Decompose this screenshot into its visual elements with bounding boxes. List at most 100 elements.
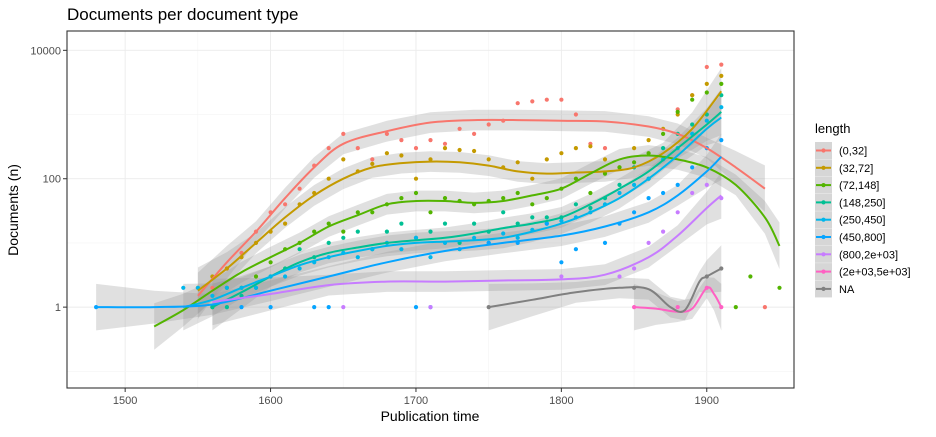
legend-item-72-148: (72,148] bbox=[815, 176, 879, 194]
data-point-32-72 bbox=[588, 144, 593, 149]
legend-label: (2e+03,5e+03] bbox=[839, 267, 911, 279]
chart-title: Documents per document type bbox=[67, 5, 299, 24]
data-point-32-72 bbox=[632, 146, 637, 151]
data-point-32-72 bbox=[719, 73, 724, 78]
legend-key-point bbox=[821, 165, 826, 170]
data-point-72-148 bbox=[515, 190, 520, 196]
data-point-450-800 bbox=[326, 305, 331, 310]
legend-label: (0,32] bbox=[839, 146, 867, 158]
data-point-72-148 bbox=[530, 202, 535, 207]
data-point-72-148 bbox=[748, 274, 753, 279]
smooth-line-2e-03-5e-03 bbox=[634, 286, 723, 313]
data-point-148-250 bbox=[515, 221, 520, 226]
legend-label: (72,148] bbox=[839, 180, 879, 192]
data-point-148-250 bbox=[617, 182, 622, 187]
legend-key-point bbox=[821, 269, 826, 274]
data-point-250-450 bbox=[515, 235, 520, 240]
x-axis-title: Publication time bbox=[381, 408, 480, 424]
legend-title: length bbox=[815, 121, 850, 136]
legend-item-32-72: (32,72] bbox=[815, 159, 873, 177]
x-tick-label: 1700 bbox=[404, 395, 428, 407]
data-point-72-148 bbox=[588, 190, 593, 196]
smooth-line-72-148 bbox=[153, 154, 781, 328]
data-point-0-32 bbox=[297, 186, 302, 191]
legend-label: NA bbox=[839, 284, 855, 296]
data-point-800-2e-03 bbox=[661, 229, 666, 234]
data-point-0-32 bbox=[573, 112, 579, 117]
data-point-72-148 bbox=[341, 229, 346, 234]
confidence-band-2e-03-5e-03 bbox=[634, 277, 722, 331]
data-point-450-800 bbox=[675, 182, 680, 187]
data-point-148-250 bbox=[399, 221, 404, 226]
x-axis: 1500 1600 1700 1800 1900 bbox=[113, 388, 719, 407]
y-tick-label: 100 bbox=[43, 174, 61, 186]
data-point-250-450 bbox=[632, 182, 637, 187]
data-point-72-148 bbox=[617, 165, 622, 170]
data-point-0-32 bbox=[544, 97, 549, 102]
data-point-450-800 bbox=[544, 221, 549, 226]
data-point-148-250 bbox=[341, 235, 346, 240]
data-point-0-32 bbox=[602, 146, 608, 151]
smooth-line-250-450 bbox=[183, 116, 722, 309]
data-point-0-32 bbox=[472, 131, 477, 136]
legend-key-point bbox=[821, 252, 826, 257]
data-point-72-148 bbox=[733, 305, 738, 310]
data-point-250-450 bbox=[413, 235, 419, 240]
data-point-32-72 bbox=[370, 161, 375, 166]
legend-item-250-450: (250,450] bbox=[815, 211, 885, 229]
data-point-72-148 bbox=[253, 274, 259, 279]
data-point-450-800 bbox=[646, 196, 651, 201]
data-point-72-148 bbox=[690, 97, 695, 102]
plot-panel bbox=[67, 31, 794, 388]
data-point-250-450 bbox=[472, 235, 477, 240]
legend-key-point bbox=[821, 217, 826, 222]
data-point-32-72 bbox=[472, 148, 477, 154]
data-point-32-72 bbox=[602, 157, 608, 162]
data-point-148-250 bbox=[428, 229, 433, 234]
data-point-0-32 bbox=[355, 146, 360, 151]
data-point-32-72 bbox=[442, 146, 448, 151]
smooth-line-450-800 bbox=[96, 156, 723, 309]
data-point-800-2e-03 bbox=[428, 305, 433, 310]
data-point-72-148 bbox=[661, 131, 666, 136]
data-point-148-250 bbox=[690, 122, 695, 127]
data-point-0-32 bbox=[384, 131, 389, 136]
legend-key-point bbox=[821, 148, 826, 153]
legend-key-point bbox=[821, 234, 826, 240]
data-point-32-72 bbox=[530, 176, 535, 181]
data-point-72-148 bbox=[777, 285, 782, 290]
legend-label: (148,250] bbox=[839, 197, 885, 209]
data-point-0-32 bbox=[762, 305, 768, 310]
data-point-450-800 bbox=[719, 138, 724, 143]
data-point-250-450 bbox=[297, 266, 302, 271]
data-point-800-2e-03 bbox=[690, 190, 695, 196]
data-point-148-250 bbox=[326, 240, 331, 245]
plot-border bbox=[66, 30, 795, 389]
data-point-72-148 bbox=[704, 90, 709, 95]
confidence-band-450-800 bbox=[96, 133, 722, 331]
data-point-250-450 bbox=[210, 293, 215, 298]
data-point-0-32 bbox=[457, 126, 462, 131]
data-point-0-32 bbox=[704, 64, 709, 70]
data-point-72-148 bbox=[428, 210, 433, 215]
smooth-line-0-32 bbox=[197, 118, 766, 297]
data-point-250-450 bbox=[355, 255, 360, 260]
y-axis-title: Documents (n) bbox=[5, 164, 21, 256]
data-point-72-148 bbox=[646, 151, 651, 156]
data-point-32-72 bbox=[283, 221, 288, 226]
legend-key-point bbox=[821, 183, 826, 188]
data-point-250-450 bbox=[559, 218, 564, 223]
data-point-32-72 bbox=[384, 151, 389, 156]
data-point-32-72 bbox=[573, 146, 579, 151]
data-point-32-72 bbox=[704, 81, 709, 86]
data-point-148-250 bbox=[472, 221, 477, 226]
data-point-32-72 bbox=[486, 157, 491, 162]
data-point-2e-03-5e-03 bbox=[675, 305, 680, 310]
data-point-800-2e-03 bbox=[704, 182, 709, 187]
confidence-band-800-2e-03 bbox=[212, 172, 722, 326]
data-point-32-72 bbox=[559, 151, 564, 156]
data-point-250-450 bbox=[224, 285, 229, 290]
x-tick-label: 1800 bbox=[549, 395, 573, 407]
data-point-32-72 bbox=[399, 153, 404, 158]
